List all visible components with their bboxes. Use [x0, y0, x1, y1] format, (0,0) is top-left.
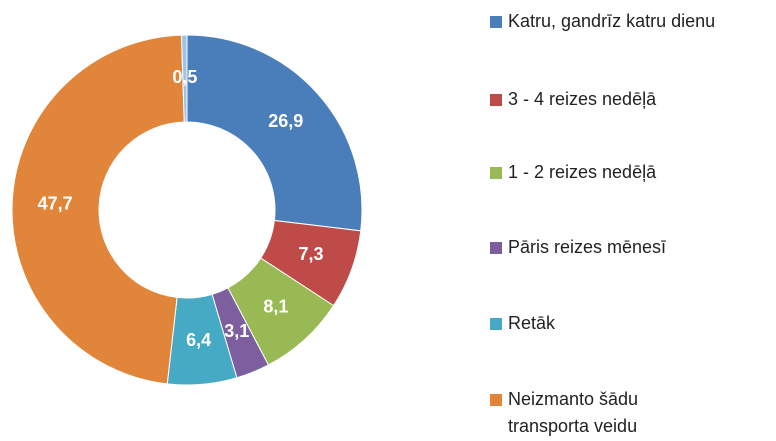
data-label: 26,9	[268, 111, 303, 131]
legend-swatch	[490, 16, 502, 28]
slice	[186, 34, 363, 232]
legend-item: Neizmanto šādu transporta veidu	[490, 386, 678, 440]
data-label: 8,1	[263, 296, 288, 316]
data-label: 7,3	[299, 244, 324, 264]
legend-label: Pāris reizes mēnesī	[508, 237, 667, 257]
data-label: 47,7	[38, 193, 73, 213]
legend: Katru, gandrīz katru dienu 3 - 4 reizes n…	[490, 0, 776, 441]
legend-swatch	[490, 394, 502, 406]
legend-label: Retāk	[508, 313, 556, 333]
data-label: 3,1	[224, 321, 249, 341]
legend-label: 3 - 4 reizes nedēļā	[508, 89, 657, 109]
data-label: 6,4	[186, 330, 211, 350]
data-label: 0,5	[172, 67, 197, 87]
legend-swatch	[490, 242, 502, 254]
legend-swatch	[490, 94, 502, 106]
legend-item: Pāris reizes mēnesī	[490, 234, 666, 261]
legend-swatch	[490, 318, 502, 330]
legend-item: Katru, gandrīz katru dienu	[490, 8, 715, 35]
legend-item: 1 - 2 reizes nedēļā	[490, 159, 656, 186]
legend-swatch	[490, 167, 502, 179]
legend-label: Neizmanto šādu transporta veidu	[508, 389, 639, 436]
slice	[180, 34, 188, 123]
slice	[11, 34, 185, 385]
legend-item: 3 - 4 reizes nedēļā	[490, 86, 656, 113]
legend-item: Retāk	[490, 310, 555, 337]
plot: 26,9 7,3 8,1 3,1 6,4 47,7 0,5	[11, 34, 363, 386]
legend-label: 1 - 2 reizes nedēļā	[508, 162, 657, 182]
legend-label: Katru, gandrīz katru dienu	[508, 11, 716, 31]
